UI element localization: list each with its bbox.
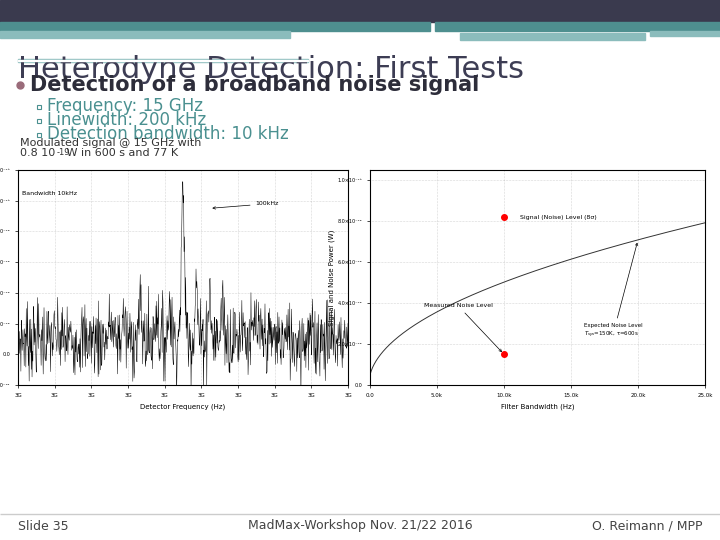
Text: Heterodyne Detection: First Tests: Heterodyne Detection: First Tests (18, 55, 524, 84)
Bar (435, 22, 720, 31)
Bar (0, 31, 290, 38)
Text: Slide 35: Slide 35 (18, 519, 68, 532)
Bar (18, 59, 308, 61)
Bar (37, 133, 41, 137)
Text: -19: -19 (57, 148, 71, 157)
Bar (0, 22, 430, 31)
Text: MadMax-Workshop Nov. 21/22 2016: MadMax-Workshop Nov. 21/22 2016 (248, 519, 472, 532)
Text: Linewidth: 200 kHz: Linewidth: 200 kHz (47, 111, 206, 129)
X-axis label: Filter Bandwidth (Hz): Filter Bandwidth (Hz) (500, 403, 575, 410)
Text: Signal (Noise) Level (8σ): Signal (Noise) Level (8σ) (520, 214, 597, 220)
Text: Frequency: 15 GHz: Frequency: 15 GHz (47, 97, 203, 115)
Text: O. Reimann / MPP: O. Reimann / MPP (592, 519, 702, 532)
Y-axis label: Signal and Noise Power (W): Signal and Noise Power (W) (328, 230, 335, 326)
Text: Modulated signal @ 15 GHz with: Modulated signal @ 15 GHz with (20, 138, 202, 148)
Bar (0, 0, 720, 22)
X-axis label: Detector Frequency (Hz): Detector Frequency (Hz) (140, 403, 225, 410)
Bar (18, 59, 308, 62)
Bar (37, 119, 41, 123)
Bar (460, 33, 645, 40)
Text: 0.8 10: 0.8 10 (20, 148, 55, 158)
Text: Expected Noise Level
$T_{sys}$=150K, τ=600s: Expected Noise Level $T_{sys}$=150K, τ=6… (585, 244, 643, 340)
Text: W in 600 s and 77 K: W in 600 s and 77 K (63, 148, 178, 158)
Bar (37, 105, 41, 109)
Text: Detection bandwidth: 10 kHz: Detection bandwidth: 10 kHz (47, 125, 289, 143)
Text: Bandwidth 10kHz: Bandwidth 10kHz (22, 191, 77, 195)
Text: 100kHz: 100kHz (213, 201, 279, 209)
Text: Measured Noise Level: Measured Noise Level (423, 303, 502, 352)
Text: Detection of a broadband noise signal: Detection of a broadband noise signal (30, 75, 480, 95)
Bar (650, 31, 720, 36)
